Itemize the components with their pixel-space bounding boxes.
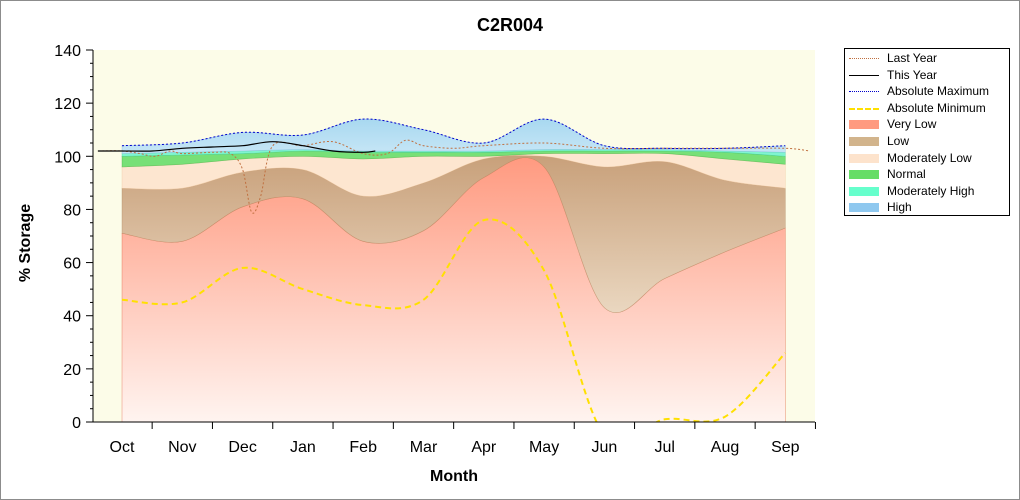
legend-label: Moderately Low xyxy=(887,150,972,165)
x-tick-label: Dec xyxy=(228,439,256,456)
y-tick-label: 0 xyxy=(72,415,81,432)
legend-item: Normal xyxy=(845,166,1009,183)
legend-item: High xyxy=(845,199,1009,216)
legend-line-swatch xyxy=(849,107,879,110)
y-tick-label: 40 xyxy=(63,309,81,326)
legend-color-swatch xyxy=(849,170,879,180)
legend-color-swatch xyxy=(849,203,879,213)
x-axis-title: Month xyxy=(430,468,478,485)
legend-line-swatch xyxy=(849,91,879,93)
y-tick-label: 20 xyxy=(63,362,81,379)
legend-label: Last Year xyxy=(887,51,938,65)
x-tick-label: Aug xyxy=(711,439,739,456)
legend-color-swatch xyxy=(849,153,879,163)
x-tick-label: Oct xyxy=(110,439,135,456)
series-absolute-minimum-line xyxy=(121,218,787,422)
chart-title: C2R004 xyxy=(477,15,543,35)
legend-color-swatch xyxy=(849,186,879,196)
x-tick-label: May xyxy=(529,439,559,456)
x-tick-label: Jun xyxy=(592,439,618,456)
legend-label: Moderately High xyxy=(887,183,975,198)
x-tick-label: Mar xyxy=(410,439,438,456)
x-tick-label: Jul xyxy=(654,439,674,456)
x-tick-label: Feb xyxy=(349,439,377,456)
legend-item: Last Year xyxy=(845,50,1009,67)
legend-item: Low xyxy=(845,133,1009,150)
chart-legend: Last Year This Year Absolute Maximum Absolu… xyxy=(844,48,1010,216)
legend-item: Absolute Maximum xyxy=(845,83,1009,100)
legend-item: Absolute Minimum xyxy=(845,100,1009,117)
legend-color-swatch xyxy=(849,120,879,130)
legend-line-swatch xyxy=(849,58,879,59)
x-tick-label: Nov xyxy=(168,439,196,456)
legend-label: Absolute Minimum xyxy=(887,100,986,115)
legend-label: Very Low xyxy=(887,117,937,132)
series-this-year-line xyxy=(97,141,376,153)
legend-item: Moderately Low xyxy=(845,150,1009,167)
y-tick-label: 140 xyxy=(54,43,81,60)
y-tick-label: 60 xyxy=(63,256,81,273)
x-tick-label: Jan xyxy=(290,439,316,456)
x-tick-label: Sep xyxy=(771,439,800,456)
legend-item: This Year xyxy=(845,67,1009,84)
legend-item: Moderately High xyxy=(845,183,1009,200)
legend-item: Very Low xyxy=(845,116,1009,133)
legend-label: Normal xyxy=(887,167,926,182)
legend-label: This Year xyxy=(887,67,938,82)
legend-label: High xyxy=(887,200,912,215)
legend-line-swatch xyxy=(849,74,879,76)
legend-label: Absolute Maximum xyxy=(887,84,990,99)
series-last-year-line xyxy=(97,139,810,214)
legend-label: Low xyxy=(887,133,910,148)
y-tick-label: 120 xyxy=(54,96,81,113)
y-axis-title: % Storage xyxy=(17,204,34,282)
y-tick-label: 80 xyxy=(63,202,81,219)
legend-color-swatch xyxy=(849,136,879,146)
series-absolute-maximum-line xyxy=(121,118,786,150)
y-tick-label: 100 xyxy=(54,149,81,166)
x-tick-label: Apr xyxy=(471,439,497,456)
